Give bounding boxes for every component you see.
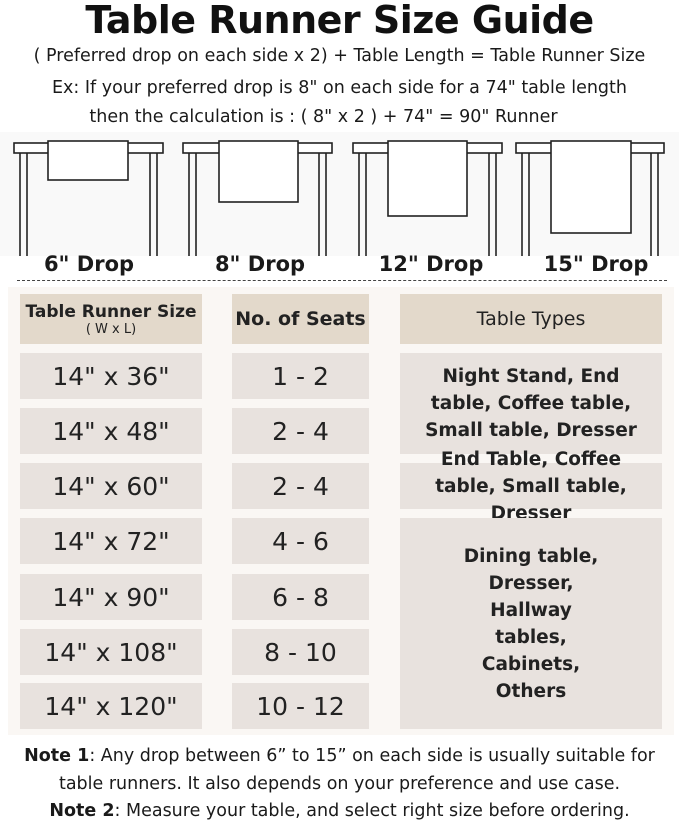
table-12in-drop-illustration — [352, 140, 503, 256]
table-types-cell: Dining table, Dresser, Hallway tables, C… — [400, 518, 662, 729]
drop-label-12: 12" Drop — [378, 252, 484, 276]
seats-cell: 1 - 2 — [232, 353, 369, 399]
seats-cell: 2 - 4 — [232, 463, 369, 509]
size-cell: 14" x 60" — [20, 463, 202, 509]
header-size-label: Table Runner Size — [25, 301, 197, 322]
note-2-label: Note 2 — [49, 801, 115, 821]
formula-text: ( Preferred drop on each side x 2) + Tab… — [33, 46, 646, 66]
size-cell: 14" x 48" — [20, 408, 202, 454]
table-8in-drop-illustration — [182, 140, 333, 256]
divider — [17, 280, 667, 281]
note-2-text: : Measure your table, and select right s… — [114, 801, 630, 821]
table-types-cell: End Table, Coffee table, Small table, Dr… — [400, 449, 662, 524]
size-cell: 14" x 120" — [20, 683, 202, 729]
note-1: Note 1: Any drop between 6” to 15” on ea… — [0, 746, 679, 766]
drop-label-8: 8" Drop — [214, 252, 306, 276]
size-cell: 14" x 36" — [20, 353, 202, 399]
seats-cell: 4 - 6 — [232, 518, 369, 564]
header-size-sub: ( W x L) — [85, 321, 137, 337]
size-cell: 14" x 72" — [20, 518, 202, 564]
header-seats: No. of Seats — [232, 294, 369, 344]
seats-cell: 10 - 12 — [232, 683, 369, 729]
note-1-text: : Any drop between 6” to 15” on each sid… — [89, 746, 655, 766]
note-2: Note 2: Measure your table, and select r… — [0, 801, 679, 821]
drop-label-15: 15" Drop — [543, 252, 649, 276]
header-types: Table Types — [400, 294, 662, 344]
note-1-label: Note 1 — [24, 746, 90, 766]
example-line-2: then the calculation is : ( 8" x 2 ) + 7… — [89, 107, 558, 127]
drop-label-6: 6" Drop — [43, 252, 135, 276]
size-cell: 14" x 108" — [20, 629, 202, 675]
header-size: Table Runner Size ( W x L) — [20, 294, 202, 344]
page-title: Table Runner Size Guide — [85, 0, 594, 42]
size-cell: 14" x 90" — [20, 574, 202, 620]
seats-cell: 8 - 10 — [232, 629, 369, 675]
drop-illustrations — [0, 132, 679, 256]
seats-cell: 2 - 4 — [232, 408, 369, 454]
example-line-1: Ex: If your preferred drop is 8" on each… — [51, 78, 627, 98]
table-types-cell: Night Stand, End table, Coffee table, Sm… — [400, 353, 662, 454]
note-1-cont: table runners. It also depends on your p… — [58, 774, 621, 794]
table-15in-drop-illustration — [515, 140, 665, 256]
table-6in-drop-illustration — [13, 140, 164, 256]
seats-cell: 6 - 8 — [232, 574, 369, 620]
